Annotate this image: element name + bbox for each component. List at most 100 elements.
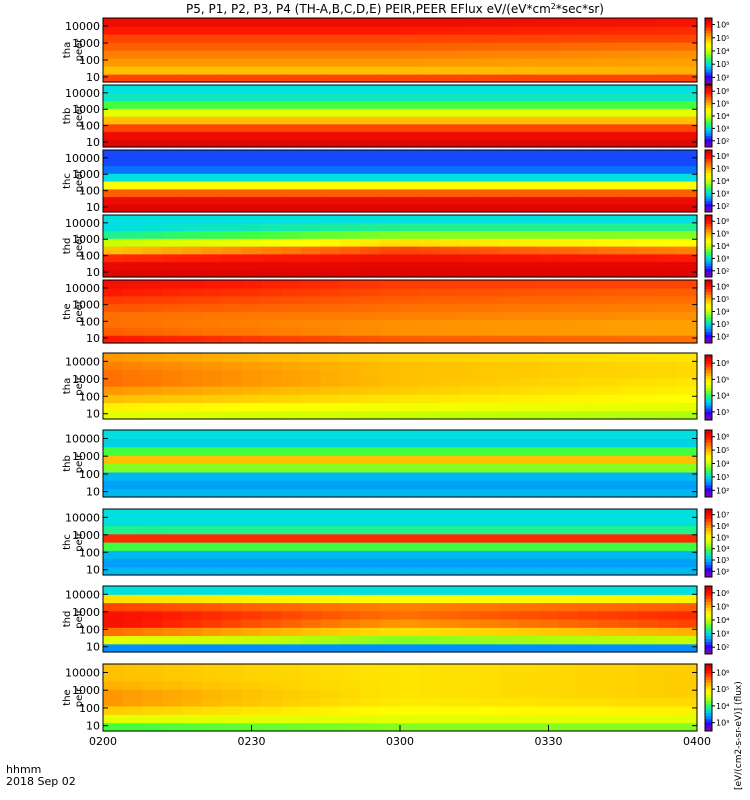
heat-cell bbox=[241, 100, 262, 109]
heat-cell bbox=[241, 287, 262, 297]
heat-cell bbox=[182, 165, 203, 174]
x-tick-label: 0200 bbox=[89, 735, 117, 748]
heat-cell bbox=[340, 386, 361, 395]
heat-cell bbox=[459, 131, 480, 140]
heat-cell bbox=[558, 269, 579, 278]
heat-cell bbox=[182, 550, 203, 560]
heat-cell bbox=[578, 455, 599, 465]
heat-cell bbox=[637, 386, 658, 395]
heat-cell bbox=[162, 471, 183, 481]
colorbar-segment bbox=[705, 592, 712, 596]
heat-cell bbox=[241, 123, 262, 133]
heat-cell bbox=[617, 269, 639, 278]
heat-cell bbox=[340, 619, 361, 628]
heat-cell bbox=[419, 269, 441, 278]
heat-cell bbox=[241, 705, 262, 715]
heat-cell bbox=[578, 525, 599, 535]
y-tick-label: 100 bbox=[79, 120, 100, 133]
heat-cell bbox=[281, 488, 302, 498]
heat-cell bbox=[677, 627, 698, 637]
heat-cell bbox=[657, 586, 678, 595]
heat-cell bbox=[360, 714, 381, 724]
heat-cell bbox=[459, 586, 480, 595]
heat-cell bbox=[182, 238, 203, 247]
heat-cell bbox=[677, 261, 698, 270]
colorbar-segment bbox=[705, 328, 712, 333]
heat-cell bbox=[320, 150, 342, 159]
heat-cell bbox=[617, 558, 639, 568]
heat-cell bbox=[400, 525, 421, 535]
heat-cell bbox=[578, 533, 599, 543]
heat-cell bbox=[261, 131, 282, 140]
heat-cell bbox=[479, 26, 500, 35]
y-tick-label: 1000 bbox=[72, 450, 100, 463]
heat-cell bbox=[241, 402, 262, 412]
heat-cell bbox=[598, 335, 619, 344]
heat-cell bbox=[598, 92, 619, 102]
heat-cell bbox=[241, 238, 262, 247]
heat-cell bbox=[419, 627, 441, 637]
colorbar-segment bbox=[705, 248, 712, 253]
heat-cell bbox=[122, 542, 144, 551]
heat-cell bbox=[301, 455, 322, 465]
heat-cell bbox=[419, 100, 441, 109]
heat-cell bbox=[439, 253, 460, 263]
colorbar-segment bbox=[705, 271, 712, 275]
colorbar-segment bbox=[705, 175, 712, 179]
heat-cell bbox=[598, 123, 619, 133]
heat-cell bbox=[221, 463, 243, 473]
heat-cell bbox=[439, 377, 460, 387]
colorbar-tick-label: 10³ bbox=[716, 189, 729, 198]
heat-cell bbox=[459, 204, 480, 213]
colorbar-segment bbox=[705, 234, 712, 239]
heat-cell bbox=[499, 394, 520, 404]
heat-cell bbox=[202, 410, 223, 420]
heat-cell bbox=[360, 627, 381, 637]
heat-cell bbox=[360, 74, 381, 83]
heat-cell bbox=[538, 287, 559, 297]
heat-cell bbox=[202, 123, 223, 133]
heat-cell bbox=[221, 280, 243, 289]
heat-cell bbox=[439, 295, 460, 305]
x-tick-label: 0330 bbox=[535, 735, 563, 748]
heat-cell bbox=[380, 196, 401, 205]
heat-cell bbox=[281, 222, 302, 232]
heat-cell bbox=[419, 230, 441, 239]
heat-cell bbox=[281, 303, 302, 313]
heat-cell bbox=[241, 488, 262, 498]
heat-cell bbox=[182, 204, 203, 213]
heat-cell bbox=[617, 602, 639, 612]
heat-cell bbox=[499, 697, 520, 707]
heat-cell bbox=[103, 335, 124, 344]
heat-cell bbox=[221, 18, 243, 27]
heat-cell bbox=[301, 295, 322, 305]
heat-cell bbox=[320, 157, 342, 167]
heat-cell bbox=[281, 74, 302, 83]
heat-cell bbox=[657, 26, 678, 35]
heat-cell bbox=[103, 410, 124, 420]
heat-cell bbox=[439, 204, 460, 213]
heat-cell bbox=[162, 438, 183, 448]
heat-cell bbox=[162, 327, 183, 336]
heat-cell bbox=[241, 558, 262, 568]
heat-cell bbox=[558, 92, 579, 102]
heat-cell bbox=[221, 319, 243, 328]
heat-cell bbox=[518, 627, 540, 637]
heat-cell bbox=[122, 246, 144, 255]
heat-cell bbox=[162, 150, 183, 159]
heat-cell bbox=[320, 480, 342, 490]
heat-cell bbox=[261, 188, 282, 198]
heat-cell bbox=[419, 246, 441, 255]
heat-cell bbox=[241, 139, 262, 148]
heat-cell bbox=[617, 594, 639, 604]
heat-cell bbox=[281, 517, 302, 527]
heat-cell bbox=[400, 361, 421, 371]
heat-cell bbox=[202, 311, 223, 320]
heat-cell bbox=[578, 26, 599, 35]
colorbar-segment bbox=[705, 512, 712, 516]
heat-cell bbox=[518, 34, 540, 43]
heat-cell bbox=[261, 123, 282, 133]
heat-cell bbox=[637, 455, 658, 465]
heat-cell bbox=[479, 558, 500, 568]
heat-cell bbox=[261, 722, 282, 732]
